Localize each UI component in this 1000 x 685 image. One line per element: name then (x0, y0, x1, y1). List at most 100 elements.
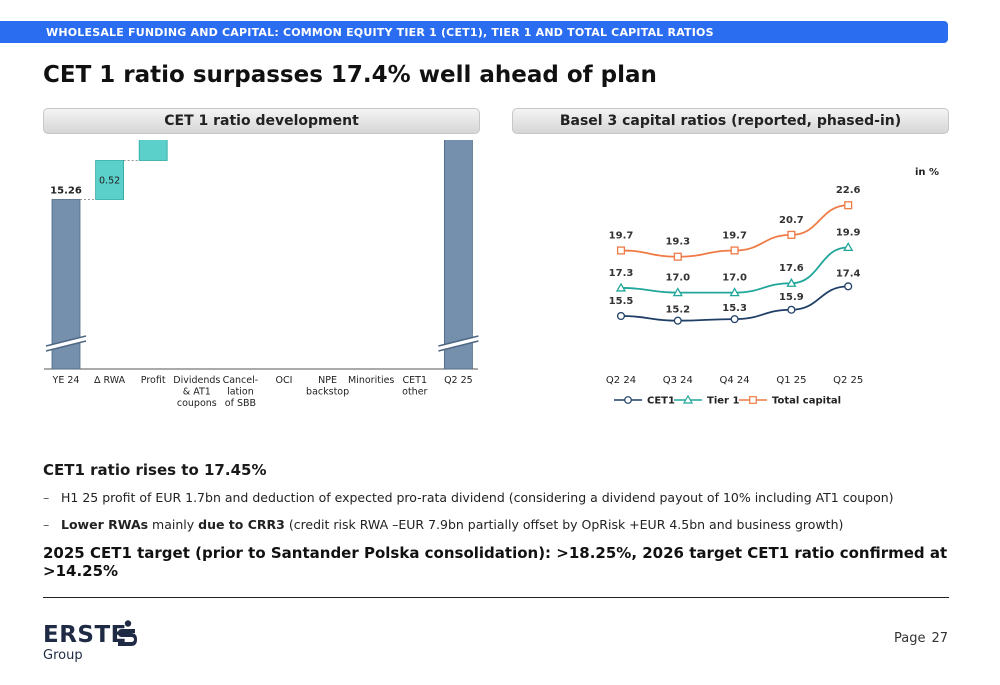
waterfall-category-line: NPE (318, 375, 337, 386)
waterfall-value-label: 15.26 (50, 186, 82, 197)
waterfall-category-label: ∆ RWA (93, 375, 125, 386)
waterfall-category-line: & AT1 (183, 387, 211, 398)
waterfall-category-line: Dividends (173, 375, 220, 386)
data-point (616, 246, 626, 255)
x-tick-label: Q2 25 (833, 375, 863, 386)
waterfall-bar (95, 160, 124, 200)
waterfall-category-line: Q2 25 (444, 375, 473, 386)
data-label: 19.7 (609, 230, 634, 241)
waterfall-category-line: OCI (276, 375, 293, 386)
data-point (787, 305, 796, 314)
waterfall-category-line: ∆ RWA (93, 375, 125, 386)
waterfall-category-line: other (402, 387, 427, 398)
summary-heading: CET1 ratio rises to 17.45% (43, 461, 267, 479)
waterfall-category-line: CET1 (403, 375, 427, 386)
data-label: 17.6 (779, 263, 804, 274)
waterfall-category-label: Q2 25 (444, 375, 473, 386)
axis-break-line (438, 340, 479, 352)
legend-label: Tier 1 (707, 396, 739, 407)
data-label: 20.7 (779, 215, 804, 226)
bullet-rwa-bold-2: due to CRR3 (198, 517, 285, 532)
erste-group-logo: ERSTE Group (43, 620, 153, 668)
waterfall-category-label: Minorities (348, 375, 394, 386)
data-label: 19.7 (722, 230, 747, 241)
data-point (844, 201, 853, 210)
waterfall-category-line: lation (227, 387, 254, 398)
data-label: 15.5 (609, 296, 634, 307)
x-tick-label: Q2 24 (606, 375, 636, 386)
data-label: 15.2 (665, 305, 690, 316)
waterfall-category-label: YE 24 (52, 375, 80, 386)
waterfall-category-line: YE 24 (52, 375, 80, 386)
logo-group-label: Group (43, 648, 83, 663)
page-number: Page 27 (894, 631, 948, 646)
capital-ratios-line-chart: in % 15.5 15.2 15.3 15.9 17.4 17.3 17.0 17.0 17.6… (606, 167, 939, 407)
line-unit-label: in % (915, 167, 939, 178)
data-point (844, 282, 853, 291)
data-point (786, 277, 797, 287)
data-point (730, 315, 739, 324)
data-point (673, 252, 682, 261)
section-banner: WHOLESALE FUNDING AND CAPITAL: COMMON EQ… (0, 21, 948, 43)
axis-break-line (45, 335, 87, 347)
page-label: Page (893, 631, 926, 646)
legend-label: Total capital (772, 396, 841, 407)
data-label: 15.9 (779, 292, 804, 303)
data-label: 17.3 (609, 268, 634, 279)
waterfall-category-label: OCI (276, 375, 293, 386)
cet1-target-statement: 2025 CET1 target (prior to Santander Pol… (43, 544, 948, 580)
data-label: 19.9 (836, 227, 861, 238)
page-number-value: 27 (931, 631, 948, 646)
axis-break-gap (46, 336, 86, 351)
waterfall-category-label: Cancel-lation of SBB (223, 375, 259, 409)
waterfall-category-line: coupons (177, 398, 217, 409)
section-banner-text: WHOLESALE FUNDING AND CAPITAL: COMMON EQ… (46, 26, 714, 39)
bullet-profit-text: H1 25 profit of EUR 1.7bn and deduction … (61, 490, 894, 505)
data-label: 19.3 (665, 237, 690, 248)
waterfall-bar (138, 140, 168, 161)
series-line-tier-1 (620, 246, 849, 294)
bullet-rwa: – Lower RWAs mainly due to CRR3 (credit … (43, 517, 953, 532)
data-label: 17.4 (836, 268, 861, 279)
series-line-total-capital (620, 204, 849, 258)
waterfall-category-line: backstop (306, 387, 349, 398)
data-point (843, 242, 854, 252)
data-label: 17.0 (722, 273, 747, 284)
bullet-rwa-mid: mainly (148, 517, 199, 532)
waterfall-value-label: 0.52 (99, 176, 120, 187)
waterfall-category-label: Dividends & AT1 coupons (173, 375, 220, 409)
data-label: 22.6 (836, 185, 861, 196)
footer-divider (43, 597, 949, 598)
waterfall-category-line: Minorities (348, 375, 394, 386)
x-tick-label: Q3 24 (663, 375, 693, 386)
data-label: 15.3 (722, 303, 747, 314)
legend-marker (682, 394, 694, 404)
x-tick-label: Q4 24 (720, 375, 750, 386)
x-tick-label: Q1 25 (776, 375, 806, 386)
bullet-profit: – H1 25 profit of EUR 1.7bn and deductio… (43, 490, 953, 505)
axis-break-line (45, 340, 87, 352)
bullet-rwa-bold-1: Lower RWAs (61, 517, 149, 532)
data-point (615, 282, 627, 292)
legend-label: CET1 (647, 396, 675, 407)
data-point (729, 287, 740, 297)
waterfall-panel-header: CET 1 ratio development (43, 108, 480, 134)
legend-marker (749, 396, 757, 404)
data-point (673, 316, 682, 325)
line-panel-header: Basel 3 capital ratios (reported, phased… (512, 108, 949, 134)
data-label: 17.0 (665, 273, 690, 284)
logo-wordmark: ERSTE (43, 622, 127, 648)
waterfall-category-label: NPE backstop (306, 375, 349, 398)
page-title: CET 1 ratio surpasses 17.4% well ahead o… (43, 62, 657, 88)
waterfall-category-line: of SBB (225, 398, 256, 409)
summary-section: CET1 ratio rises to 17.45% – H1 25 profi… (43, 461, 953, 580)
waterfall-bar (443, 140, 473, 370)
axis-break-line (438, 335, 479, 347)
bullet-dash: – (43, 490, 50, 505)
axis-break-gap (438, 336, 479, 351)
data-point (672, 287, 683, 297)
waterfall-category-label: CET1 other (402, 375, 427, 398)
bullet-rwa-rest: (credit risk RWA –EUR 7.9bn partially of… (284, 517, 844, 532)
bullet-dash: – (43, 517, 50, 532)
